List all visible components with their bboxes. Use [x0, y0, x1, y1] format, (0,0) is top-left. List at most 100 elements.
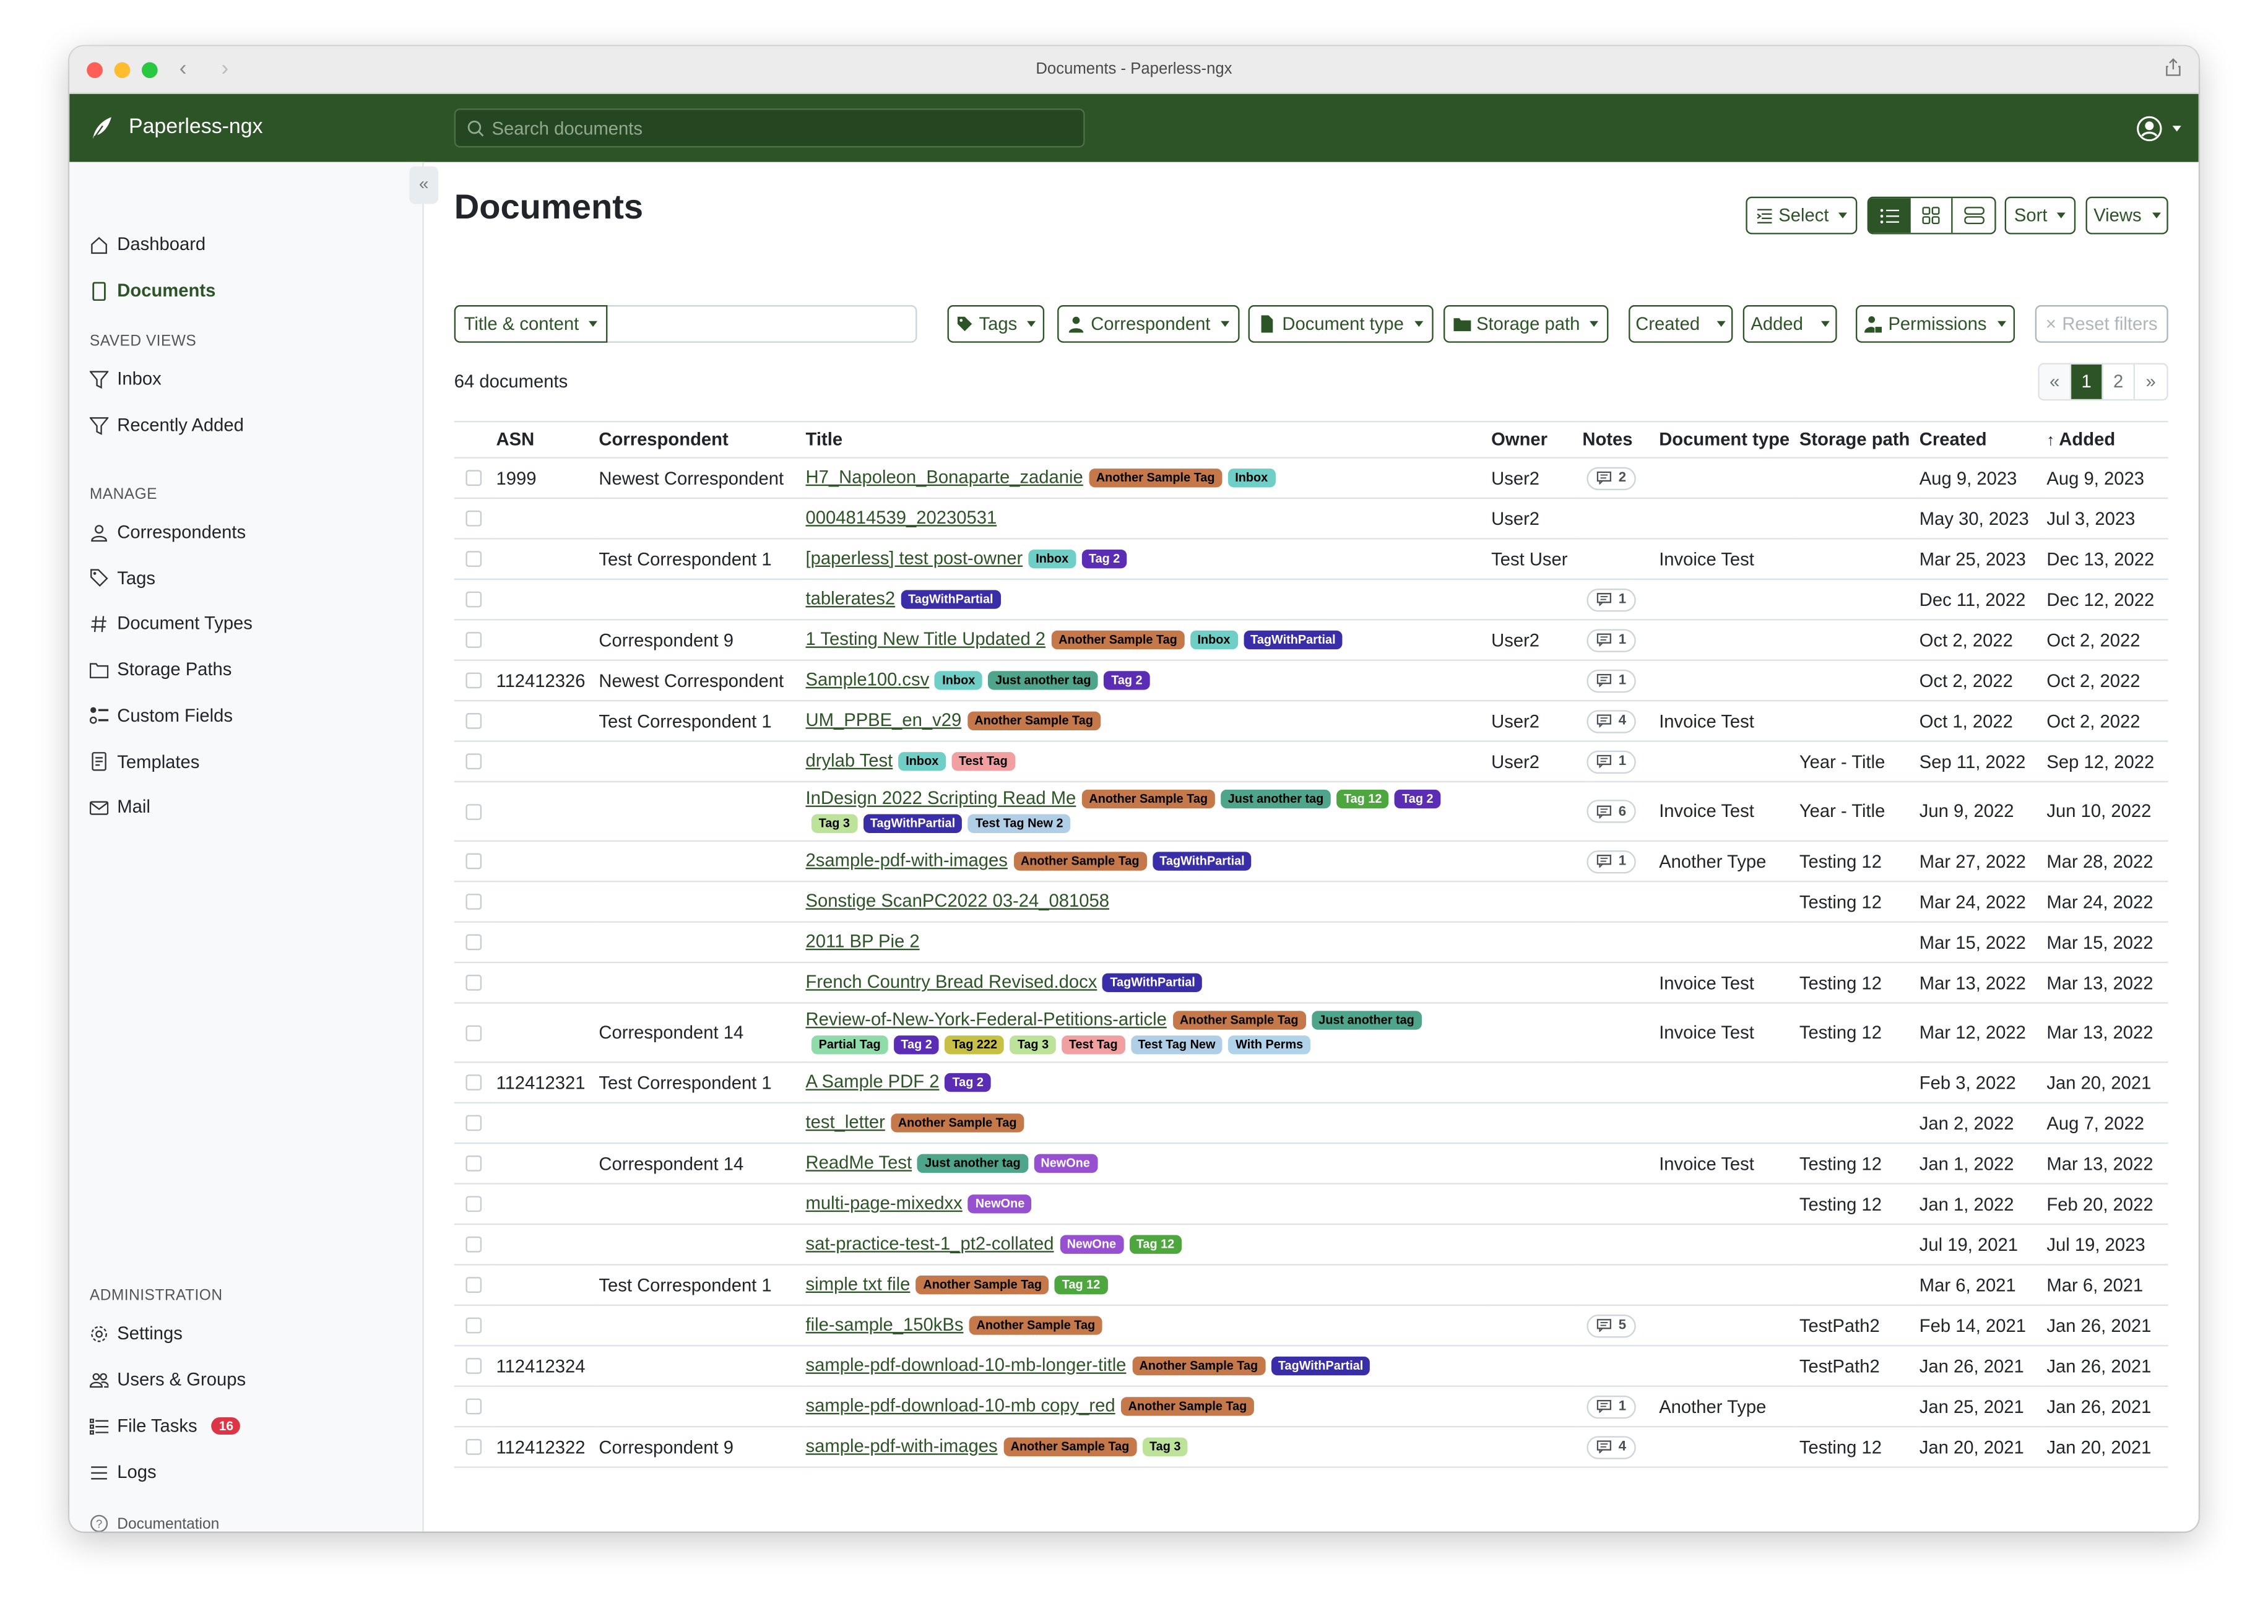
column-header-created[interactable]: Created	[1916, 421, 2044, 459]
document-title-link[interactable]: tablerates2	[805, 589, 896, 609]
search-input[interactable]: Search documents	[454, 108, 1085, 148]
notes-badge[interactable]: 2	[1586, 466, 1637, 490]
notes-badge[interactable]: 1	[1586, 668, 1637, 693]
tag-badge[interactable]: Inbox	[1227, 469, 1275, 488]
row-checkbox[interactable]	[465, 974, 482, 991]
row-checkbox[interactable]	[465, 591, 482, 608]
table-row[interactable]: 112412324 sample-pdf-download-10-mb-longe…	[454, 1345, 2168, 1387]
row-checkbox[interactable]	[465, 1277, 482, 1294]
document-title-link[interactable]: H7_Napoleon_Bonaparte_zadanie	[805, 467, 1083, 488]
user-avatar-icon[interactable]	[2136, 116, 2162, 142]
tag-badge[interactable]: Tag 2	[1395, 789, 1441, 809]
tag-badge[interactable]: Just another tag	[988, 671, 1099, 690]
text-filter-mode-dropdown[interactable]: Title & content	[454, 305, 608, 343]
table-row[interactable]: drylab Test Inbox Test Tag User2 1 Year - Tit…	[454, 741, 2168, 783]
tag-badge[interactable]: Inbox	[1190, 630, 1238, 650]
sidebar-item-settings[interactable]: Settings	[90, 1323, 183, 1344]
tag-badge[interactable]: Inbox	[898, 752, 946, 771]
row-checkbox[interactable]	[465, 853, 482, 870]
row-checkbox[interactable]	[465, 632, 482, 648]
tag-badge[interactable]: Tag 12	[1336, 789, 1390, 809]
tags-filter-button[interactable]: Tags	[947, 305, 1045, 343]
row-checkbox[interactable]	[465, 1196, 482, 1212]
notes-badge[interactable]: 4	[1586, 1435, 1637, 1459]
table-row[interactable]: sat-practice-test-1_pt2-collated NewOne Ta…	[454, 1224, 2168, 1266]
document-title-link[interactable]: UM_PPBE_en_v29	[805, 710, 962, 731]
document-title-link[interactable]: Sonstige ScanPC2022 03-24_081058	[805, 891, 1109, 912]
tag-badge[interactable]: Tag 2	[1104, 671, 1150, 690]
tag-badge[interactable]: NewOne	[1033, 1154, 1097, 1173]
document-type-filter-button[interactable]: Document type	[1248, 305, 1434, 343]
row-checkbox[interactable]	[465, 1358, 482, 1374]
tag-badge[interactable]: Another Sample Tag	[915, 1275, 1049, 1295]
tag-badge[interactable]: TagWithPartial	[1271, 1356, 1370, 1376]
tag-badge[interactable]: Inbox	[935, 671, 982, 690]
tag-badge[interactable]: Tag 2	[945, 1073, 991, 1092]
tag-badge[interactable]: Partial Tag	[811, 1035, 888, 1055]
row-checkbox[interactable]	[465, 1024, 482, 1041]
tag-badge[interactable]: Another Sample Tag	[1089, 469, 1223, 488]
table-view-button[interactable]	[1869, 198, 1911, 233]
close-window-button[interactable]	[87, 62, 103, 79]
document-title-link[interactable]: 0004814539_20230531	[805, 508, 997, 528]
table-row[interactable]: sample-pdf-download-10-mb copy_red Anothe…	[454, 1386, 2168, 1428]
table-row[interactable]: multi-page-mixedxx NewOne Testing 12 Jan 1,…	[454, 1183, 2168, 1225]
tag-badge[interactable]: Another Sample Tag	[1132, 1356, 1265, 1376]
table-row[interactable]: Test Correspondent 1 simple txt file Anoth…	[454, 1264, 2168, 1307]
document-title-link[interactable]: sample-pdf-download-10-mb-longer-title	[805, 1355, 1127, 1376]
table-row[interactable]: 2011 BP Pie 2 Mar 15, 2022 Mar 15, 2022	[454, 922, 2168, 964]
sidebar-item-tags[interactable]: Tags	[90, 568, 155, 588]
permissions-filter-button[interactable]: Permissions	[1855, 305, 2015, 343]
sidebar-item-templates[interactable]: Templates	[90, 751, 199, 772]
tag-badge[interactable]: TagWithPartial	[1243, 630, 1343, 650]
tag-badge[interactable]: Tag 3	[1142, 1437, 1188, 1457]
select-button[interactable]: Select	[1746, 196, 1858, 235]
sidebar-item-recently-added[interactable]: Recently Added	[89, 415, 244, 435]
tag-badge[interactable]: NewOne	[968, 1194, 1032, 1214]
notes-badge[interactable]: 1	[1586, 749, 1637, 773]
row-checkbox[interactable]	[465, 1155, 482, 1172]
tag-badge[interactable]: Another Sample Tag	[969, 1316, 1102, 1335]
document-title-link[interactable]: InDesign 2022 Scripting Read Me	[805, 788, 1076, 809]
sort-button[interactable]: Sort	[2004, 196, 2076, 235]
table-row[interactable]: Sonstige ScanPC2022 03-24_081058 Testing …	[454, 881, 2168, 923]
collapse-sidebar-button[interactable]: «	[409, 166, 439, 204]
added-filter-button[interactable]: Added	[1742, 305, 1837, 343]
row-checkbox[interactable]	[465, 1398, 482, 1415]
tag-badge[interactable]: Test Tag New 2	[968, 814, 1071, 833]
sidebar-item-logs[interactable]: Logs	[90, 1462, 157, 1482]
pagination-prev[interactable]: «	[2039, 364, 2072, 399]
tag-badge[interactable]: Test Tag New	[1130, 1035, 1223, 1055]
column-header-title[interactable]: Title	[802, 421, 1489, 459]
document-title-link[interactable]: 2sample-pdf-with-images	[805, 850, 1008, 871]
sidebar-item-dashboard[interactable]: Dashboard	[90, 235, 206, 254]
column-header-owner[interactable]: Owner	[1488, 421, 1580, 459]
document-title-link[interactable]: ReadMe Test	[805, 1152, 912, 1173]
tag-badge[interactable]: Another Sample Tag	[1051, 630, 1185, 650]
user-menu-caret-icon[interactable]	[2172, 126, 2181, 132]
column-header-asn[interactable]: ASN	[493, 421, 596, 459]
table-row[interactable]: 112412326 Newest Correspondent Sample100.c…	[454, 660, 2168, 702]
back-icon[interactable]: ‹	[179, 56, 187, 81]
table-row[interactable]: Correspondent 14 Review-of-New-York-Feder…	[454, 1003, 2168, 1063]
table-row[interactable]: InDesign 2022 Scripting Read Me Another S…	[454, 781, 2168, 842]
tag-badge[interactable]: TagWithPartial	[1102, 973, 1203, 992]
document-title-link[interactable]: [paperless] test post-owner	[805, 548, 1023, 569]
document-title-link[interactable]: multi-page-mixedxx	[805, 1193, 963, 1214]
document-title-link[interactable]: simple txt file	[805, 1274, 911, 1295]
document-title-link[interactable]: Sample100.csv	[805, 669, 930, 690]
table-row[interactable]: Test Correspondent 1 [paperless] test pos…	[454, 538, 2168, 581]
document-title-link[interactable]: 1 Testing New Title Updated 2	[805, 629, 1046, 650]
storage-path-filter-button[interactable]: Storage path	[1443, 305, 1609, 343]
sidebar-item-users-groups[interactable]: Users & Groups	[89, 1370, 246, 1390]
brand-name[interactable]: Paperless-ngx	[128, 115, 263, 139]
row-checkbox[interactable]	[465, 672, 482, 689]
small-cards-view-button[interactable]	[1910, 198, 1954, 233]
tag-badge[interactable]: Test Tag	[951, 752, 1015, 771]
row-checkbox[interactable]	[465, 894, 482, 910]
sidebar-item-mail[interactable]: Mail	[89, 797, 150, 818]
table-row[interactable]: 112412322 Correspondent 9 sample-pdf-with-…	[454, 1427, 2168, 1468]
table-row[interactable]: Correspondent 14 ReadMe Test Just another …	[454, 1143, 2168, 1185]
table-row[interactable]: tablerates2 TagWithPartial 1 Dec 11, 2022 De…	[454, 579, 2168, 621]
